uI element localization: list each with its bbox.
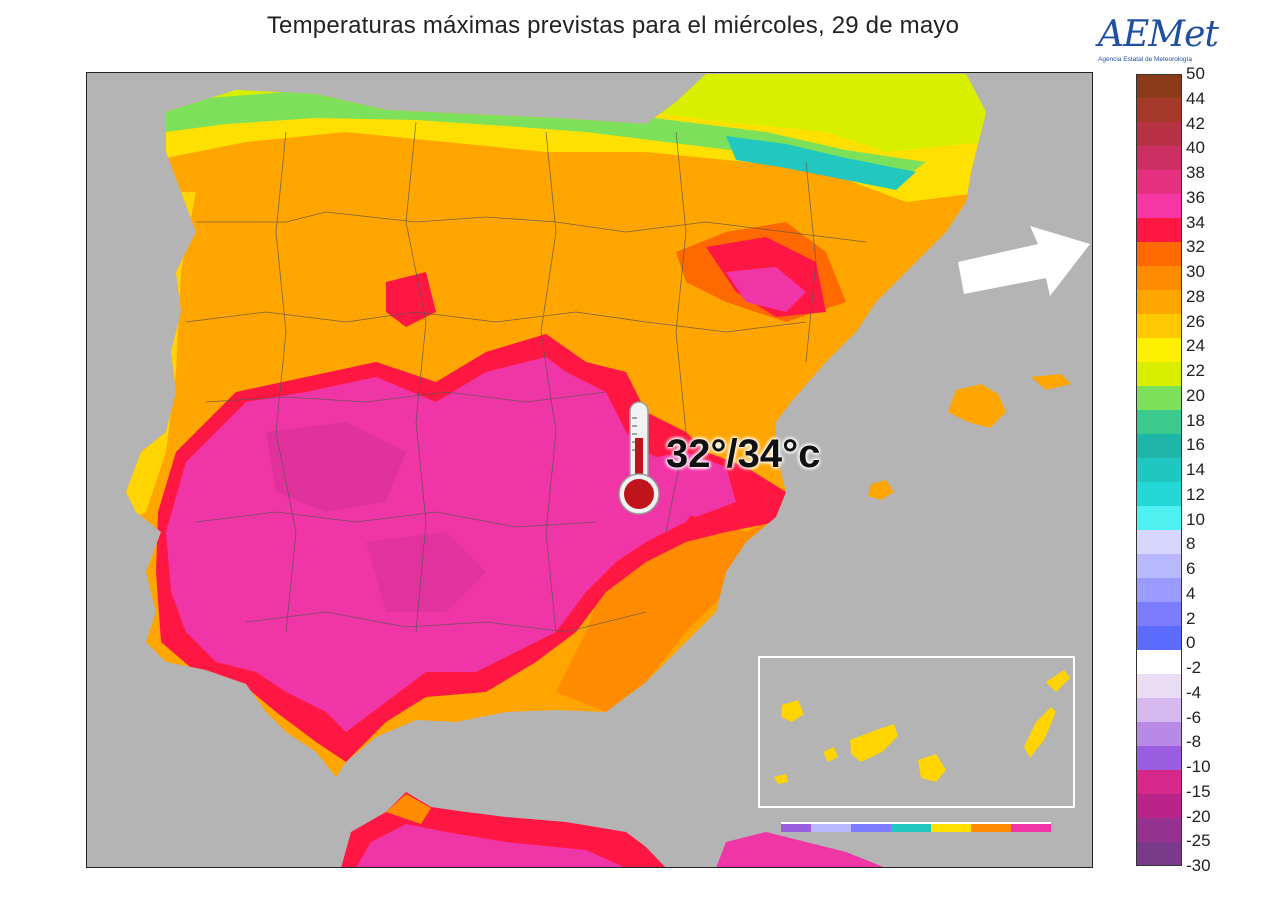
scale-swatch: [1136, 122, 1182, 147]
scale-label: 20: [1186, 385, 1205, 405]
scale-label: -25: [1186, 831, 1211, 851]
scale-swatch: [1136, 650, 1182, 675]
scale-label: -4: [1186, 682, 1202, 702]
scale-label: 50: [1186, 64, 1205, 83]
color-scale-labels: 50 44 42 40 38 36 34 32 30 28 26 24 22 20 18 16 14 12 10 8 6…: [1186, 0, 1226, 912]
scale-label: -8: [1186, 732, 1202, 752]
scale-swatch: [1136, 410, 1182, 435]
scale-swatch: [1136, 530, 1182, 555]
scale-swatch: [1136, 674, 1182, 699]
scale-swatch: [1136, 314, 1182, 339]
scale-swatch: [1136, 698, 1182, 723]
scale-swatch: [1136, 506, 1182, 531]
scale-label: 8: [1186, 534, 1196, 554]
scale-swatch: [1136, 482, 1182, 507]
scale-label: 30: [1186, 262, 1205, 281]
scale-swatch: [1136, 626, 1182, 651]
scale-swatch: [1136, 170, 1182, 195]
gran-canaria: [918, 754, 946, 782]
tenerife: [850, 724, 898, 762]
scale-swatch: [1136, 842, 1182, 866]
temperature-map: [86, 72, 1093, 868]
scale-label: 40: [1186, 138, 1205, 158]
scale-swatch: [1136, 242, 1182, 267]
scale-swatch: [1136, 98, 1182, 123]
scale-label: -20: [1186, 806, 1211, 826]
scale-label: 44: [1186, 88, 1205, 108]
scale-label: -30: [1186, 856, 1211, 875]
scale-label: 4: [1186, 583, 1196, 603]
canary-islands-inset: [758, 656, 1075, 832]
color-scale-bar: [1136, 74, 1182, 866]
scale-swatch: [1136, 578, 1182, 603]
scale-swatch: [1136, 218, 1182, 243]
scale-label: -10: [1186, 757, 1211, 776]
scale-swatch: [1136, 146, 1182, 171]
scale-label: -15: [1186, 781, 1211, 801]
scale-swatch: [1136, 770, 1182, 795]
arrow-right-icon: [958, 226, 1090, 296]
la-gomera: [823, 747, 838, 762]
temperature-callout: 32°/34°c: [666, 432, 821, 476]
fuerteventura: [1024, 707, 1056, 758]
inset-mini-scale: [781, 822, 1051, 832]
la-palma: [781, 700, 804, 722]
logo-wordmark: AEMet: [1098, 14, 1219, 55]
scale-label: 34: [1186, 212, 1205, 232]
scale-label: 12: [1186, 484, 1205, 504]
scale-label: 10: [1186, 509, 1205, 529]
lanzarote: [1046, 670, 1070, 692]
map-title: Temperaturas máximas previstas para el m…: [266, 12, 960, 39]
scale-label: 26: [1186, 311, 1205, 331]
scale-label: 28: [1186, 286, 1205, 306]
balearic-islands: [868, 374, 1071, 500]
scale-label: 18: [1186, 410, 1205, 430]
scale-label: 22: [1186, 361, 1205, 380]
scale-label: 16: [1186, 435, 1205, 455]
scale-label: 2: [1186, 608, 1196, 628]
thermometer-icon: [618, 401, 660, 515]
scale-label: 14: [1186, 460, 1205, 479]
scale-label: -6: [1186, 707, 1202, 727]
scale-swatch: [1136, 602, 1182, 627]
scale-swatch: [1136, 722, 1182, 747]
scale-label: 6: [1186, 559, 1196, 578]
scale-swatch: [1136, 386, 1182, 411]
scale-label: 36: [1186, 187, 1205, 207]
scale-label: 24: [1186, 336, 1205, 356]
north-africa: [341, 792, 886, 868]
scale-swatch: [1136, 818, 1182, 843]
logo-subtitle: Agencia Estatal de Meteorología: [1098, 56, 1192, 63]
scale-label: -2: [1186, 658, 1202, 677]
scale-swatch: [1136, 434, 1182, 459]
scale-label: 32: [1186, 237, 1205, 257]
scale-label: 0: [1186, 633, 1196, 653]
scale-label: 42: [1186, 113, 1205, 133]
aemet-logo: AEMet Agencia Estatal de Meteorología: [1092, 14, 1219, 70]
scale-swatch: [1136, 290, 1182, 315]
scale-swatch: [1136, 74, 1182, 99]
scale-swatch: [1136, 458, 1182, 483]
scale-swatch: [1136, 746, 1182, 771]
scale-swatch: [1136, 194, 1182, 219]
scale-swatch: [1136, 554, 1182, 579]
el-hierro: [774, 774, 788, 784]
scale-label: 38: [1186, 163, 1205, 182]
scale-swatch: [1136, 794, 1182, 819]
scale-swatch: [1136, 266, 1182, 291]
scale-swatch: [1136, 362, 1182, 387]
scale-frame: [1136, 74, 1182, 866]
scale-swatch: [1136, 338, 1182, 363]
